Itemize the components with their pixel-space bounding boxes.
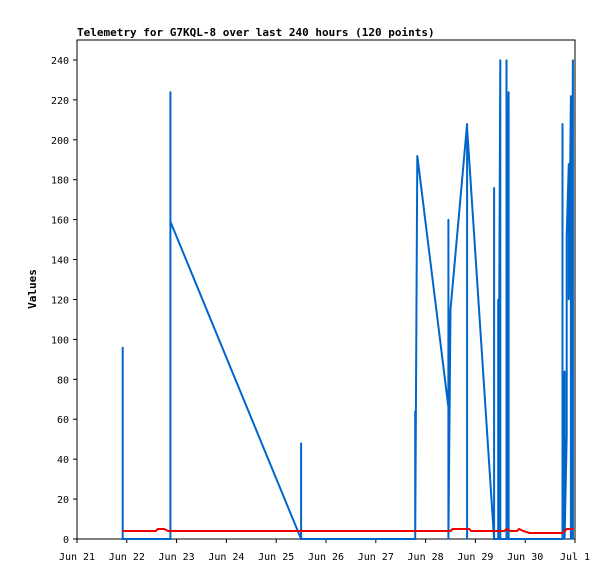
series-0-point [505,538,508,540]
series-1-point [522,530,524,532]
series-1-point [503,530,506,532]
series-0-point [563,538,566,540]
series-0-point [572,538,574,540]
y-tick-label: 0 [63,535,69,546]
series-0-point [570,538,572,540]
series-1-point [163,528,165,530]
y-tick-label: 120 [51,295,69,306]
series-0-point [414,538,417,540]
series-0-point [565,234,568,237]
x-tick-label: Jun 27 [358,552,394,563]
series-0-point [447,538,450,540]
series-1-point [470,530,473,532]
series-1-point [518,528,520,530]
series-0-point [563,370,566,373]
series-0-point [507,91,510,93]
series-0-point [414,410,417,413]
y-tick-label: 200 [51,136,69,147]
series-1-point [449,530,452,532]
series-0-point [505,59,508,61]
chart-title: Telemetry for G7KQL-8 over last 240 hour… [77,26,435,39]
x-tick-label: Jun 25 [258,552,294,563]
series-1-point [167,530,170,532]
y-tick-label: 220 [51,96,69,107]
series-0-point [300,442,302,445]
y-tick-label: 20 [57,495,69,506]
series-1-point [121,530,124,532]
series-0-point [300,538,302,540]
y-tick-label: 80 [57,375,69,386]
series-line-1 [122,527,573,534]
series-0-point [466,538,468,540]
series-0-point [565,434,568,437]
series-1-point [451,528,454,530]
x-tick-label: Jun 24 [208,552,244,563]
series-0-point [300,490,302,492]
series-0-point [572,59,574,61]
series-0-point [497,538,500,540]
series-0-point [493,186,495,189]
series-0-point [568,163,570,165]
series-1-point [565,528,568,530]
series-0-point [507,538,510,540]
series-1-point [505,528,508,530]
series-0-point [466,123,468,125]
series-1-point [528,532,531,534]
series-line-0 [121,59,574,540]
series-0-point [561,538,564,540]
x-tick-label: Jun 26 [308,552,344,563]
series-0-point [447,406,450,409]
series-0-point [449,308,452,311]
x-tick-label: Jun 23 [159,552,195,563]
x-tick-label: Jun 21 [59,552,95,563]
series-0-point [561,123,564,125]
series-0-point [121,346,124,349]
x-tick-label: Jun 29 [457,552,493,563]
series-1-point [509,530,512,532]
series-1-point [155,530,157,532]
series-1-point [516,530,518,532]
series-0-point [121,538,124,540]
series-0-point [169,220,172,223]
y-tick-label: 180 [51,176,69,187]
series-0-point [570,95,572,97]
series-1-point [561,532,564,534]
series-0-point [493,538,495,540]
y-tick-label: 100 [51,335,69,346]
series-0-point [499,59,502,61]
x-tick-label: Jun 30 [507,552,543,563]
y-axis: 0 20 40 60 80 100 120 140 160 180 200 220 240 [51,56,77,546]
x-axis: Jun 21 Jun 22 Jun 23 Jun 24 Jun 25 Jun 26 Jun … [59,539,590,563]
x-tick-label: Jun 22 [109,552,145,563]
x-tick-label: Jul 1 [560,552,590,563]
y-tick-label: 240 [51,56,69,67]
y-axis-label: Values [26,269,39,309]
x-tick-label: Jun 28 [408,552,444,563]
series-0-point [414,476,417,478]
y-tick-label: 40 [57,455,69,466]
series-0-point [466,127,468,129]
series-0-point [169,538,172,540]
y-tick-label: 60 [57,415,69,426]
series-0-point [416,155,419,157]
series-0-point [497,298,500,301]
series-1-point [468,528,471,530]
series-1-point [157,528,159,530]
series-0-point [447,218,450,221]
series-0-point [568,298,570,301]
series-layer [121,59,574,540]
y-tick-label: 140 [51,256,69,267]
series-0-point [169,91,172,93]
y-tick-label: 160 [51,216,69,227]
series-0-point [499,538,502,540]
series-1-point [572,528,574,530]
